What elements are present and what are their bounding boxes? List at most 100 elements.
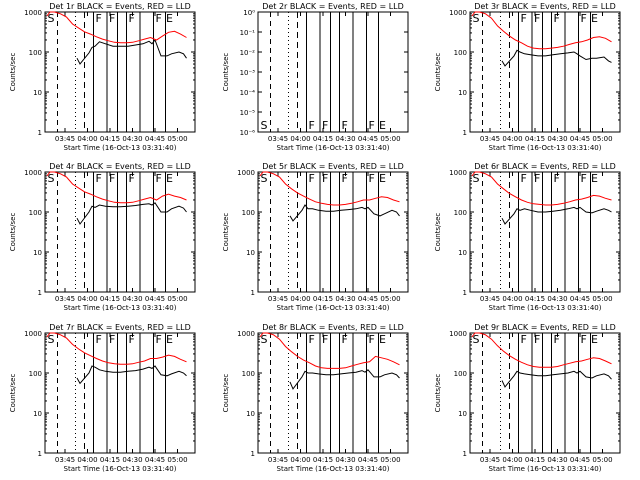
y-tick-label: 1000	[24, 330, 42, 338]
series-line-events	[501, 49, 612, 67]
chart-title: Det 6r BLACK = Events, RED = LLD	[474, 162, 616, 171]
x-axis-label: Start Time (16-Oct-13 03:31:40)	[64, 144, 177, 152]
x-tick-label: 05:00	[167, 456, 187, 464]
flag-label: F	[309, 172, 315, 185]
chart-title: Det 7r BLACK = Events, RED = LLD	[49, 323, 191, 332]
y-tick-label: 10	[33, 249, 42, 257]
x-tick-label: 03:45	[480, 456, 500, 464]
flag-label: E	[591, 333, 598, 346]
x-axis-label: Start Time (16-Oct-13 03:31:40)	[277, 304, 390, 312]
x-tick-label: 05:00	[592, 456, 612, 464]
x-tick-label: 04:45	[358, 135, 378, 143]
flag-label: F	[322, 119, 328, 132]
series-line-lld	[259, 332, 400, 369]
x-tick-label: 04:15	[313, 135, 333, 143]
flag-label: S	[473, 172, 480, 185]
x-tick-label: 04:15	[525, 135, 545, 143]
y-tick-label: 10	[33, 410, 42, 418]
series-line-lld	[471, 332, 612, 368]
chart-panel-1: Det 1r BLACK = Events, RED = LLD 1 10 100 10…	[9, 2, 196, 152]
series-line-events	[501, 370, 612, 388]
flag-label: S	[473, 12, 480, 25]
y-tick-label: 10⁻⁶	[240, 129, 256, 137]
series-line-lld	[46, 11, 187, 44]
x-tick-label: 04:30	[547, 456, 567, 464]
x-axis-label: Start Time (16-Oct-13 03:31:40)	[277, 465, 390, 473]
x-tick-label: 04:00	[77, 135, 97, 143]
plot-frame	[469, 11, 621, 133]
y-tick-label: 1	[251, 289, 255, 297]
chart-panel-7: Det 7r BLACK = Events, RED = LLD 1 10 100 10…	[9, 323, 196, 473]
y-tick-label: 1	[38, 129, 42, 137]
y-tick-label: 100	[454, 49, 467, 57]
flag-label: F	[581, 333, 587, 346]
x-tick-label: 04:45	[570, 135, 590, 143]
series-line-lld	[259, 171, 400, 206]
flag-label: F	[129, 333, 135, 346]
flag-label: F	[309, 333, 315, 346]
x-tick-label: 03:45	[268, 135, 288, 143]
series-line-lld	[46, 171, 187, 204]
x-tick-label: 04:45	[570, 456, 590, 464]
plot-frame	[257, 11, 409, 133]
y-tick-label: 10	[33, 89, 42, 97]
chart-title: Det 3r BLACK = Events, RED = LLD	[474, 2, 616, 11]
series-line-events	[289, 204, 400, 222]
flag-label: F	[521, 333, 527, 346]
flag-label: F	[156, 333, 162, 346]
x-tick-label: 03:45	[480, 135, 500, 143]
y-tick-label: 1000	[24, 169, 42, 177]
plot-frame	[44, 171, 196, 293]
x-axis-label: Start Time (16-Oct-13 03:31:40)	[64, 465, 177, 473]
flag-label: E	[591, 12, 598, 25]
flag-label: E	[591, 172, 598, 185]
flag-label: F	[342, 119, 348, 132]
plot-frame	[469, 332, 621, 454]
y-axis-label: Counts/sec	[434, 374, 442, 413]
x-axis-label: Start Time (16-Oct-13 03:31:40)	[489, 465, 602, 473]
flag-label: S	[261, 119, 268, 132]
flag-label: F	[322, 333, 328, 346]
x-tick-label: 04:00	[290, 135, 310, 143]
x-tick-label: 04:45	[358, 295, 378, 303]
x-tick-label: 04:15	[100, 456, 120, 464]
x-tick-label: 04:45	[145, 295, 165, 303]
x-axis-label: Start Time (16-Oct-13 03:31:40)	[489, 304, 602, 312]
y-axis-label: Counts/sec	[222, 213, 230, 252]
flag-label: S	[48, 12, 55, 25]
flag-label: E	[166, 333, 173, 346]
x-tick-label: 05:00	[380, 456, 400, 464]
y-tick-label: 10	[458, 249, 467, 257]
x-tick-label: 03:45	[268, 295, 288, 303]
flag-label: F	[534, 172, 540, 185]
x-tick-label: 04:45	[570, 295, 590, 303]
flag-label: F	[534, 333, 540, 346]
y-tick-label: 100	[29, 209, 42, 217]
flag-label: F	[581, 12, 587, 25]
x-tick-label: 04:30	[122, 456, 142, 464]
x-tick-label: 03:45	[480, 295, 500, 303]
x-tick-label: 04:30	[122, 295, 142, 303]
chart-panel-8: Det 8r BLACK = Events, RED = LLD 1 10 100 10…	[222, 323, 409, 473]
y-tick-label: 10⁻⁴	[240, 89, 256, 97]
series-line-events	[76, 365, 187, 385]
series-line-lld	[471, 171, 612, 206]
x-tick-label: 05:00	[380, 135, 400, 143]
x-axis-label: Start Time (16-Oct-13 03:31:40)	[277, 144, 390, 152]
flag-label: F	[342, 172, 348, 185]
y-tick-label: 100	[29, 370, 42, 378]
flag-label: E	[379, 119, 386, 132]
series-line-events	[76, 202, 187, 225]
y-tick-label: 1	[38, 289, 42, 297]
flag-label: F	[129, 172, 135, 185]
chart-panel-4: Det 4r BLACK = Events, RED = LLD 1 10 100 10…	[9, 162, 196, 312]
x-tick-label: 04:45	[145, 456, 165, 464]
flag-label: F	[96, 333, 102, 346]
flag-label: F	[534, 12, 540, 25]
chart-panel-6: Det 6r BLACK = Events, RED = LLD 1 10 100 10…	[434, 162, 621, 312]
x-tick-label: 04:00	[290, 295, 310, 303]
y-tick-label: 10⁻³	[240, 69, 256, 77]
x-tick-label: 04:00	[77, 456, 97, 464]
y-tick-label: 1000	[449, 330, 467, 338]
